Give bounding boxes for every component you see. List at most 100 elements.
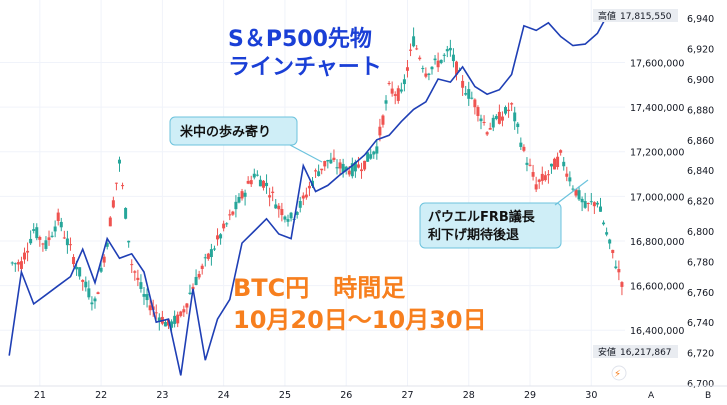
candle-body (448, 47, 452, 51)
candle-body (323, 160, 327, 167)
candle-body (356, 164, 360, 168)
candle-body (519, 142, 523, 147)
y-tick-btc: 17,400,000 (630, 103, 684, 114)
y-tick-sp500: 6,720 (687, 349, 714, 360)
candle-body (344, 166, 348, 171)
x-tick-date: 25 (279, 390, 291, 401)
candle-body (421, 68, 425, 70)
candle-body (384, 100, 388, 104)
candle-body (568, 177, 572, 182)
candle-body (127, 240, 131, 243)
candle-body (549, 163, 553, 167)
candle-body (206, 253, 210, 259)
candle-body (341, 163, 345, 173)
candle-body (53, 226, 57, 232)
candle-body (72, 256, 76, 265)
candle-body (424, 73, 428, 77)
candle-body (605, 232, 609, 235)
candle-body (304, 194, 308, 198)
candle-body (102, 256, 106, 263)
candle-body (212, 248, 216, 250)
candle-body (415, 48, 419, 50)
candle-body (522, 146, 526, 151)
candle-body (145, 294, 149, 301)
candle-body (283, 216, 287, 220)
candle-body (75, 266, 79, 270)
candle-body (47, 237, 51, 241)
y-tick-sp500: 6,700 (687, 379, 714, 390)
candle-body (617, 269, 621, 273)
y-tick-btc: 17,000,000 (630, 192, 684, 203)
candle-body (592, 202, 596, 207)
y-tick-sp500: 6,900 (687, 75, 714, 86)
y-tick-btc: 17,600,000 (630, 58, 684, 69)
candle-body (614, 266, 618, 269)
candle-body (577, 190, 581, 200)
candle-body (470, 97, 474, 99)
x-tick-date: 30 (585, 390, 597, 401)
candle-body (537, 179, 541, 182)
candle-body (507, 109, 511, 112)
candle-body (35, 227, 39, 239)
callout-powell: パウエルFRB議長 利下げ期待後退 (419, 179, 589, 249)
candle-body (200, 265, 204, 269)
candle-body (44, 240, 48, 249)
candle-body (543, 175, 547, 181)
candle-body (289, 212, 293, 219)
y-tick-sp500: 6,860 (687, 136, 714, 147)
candle-body (320, 168, 324, 171)
x-tick-date: 26 (340, 390, 352, 401)
candle-body (136, 277, 140, 281)
candle-body (271, 191, 275, 193)
candle-body (23, 252, 27, 260)
candle-body (372, 151, 376, 155)
candle-body (574, 189, 578, 196)
candle-body (170, 321, 174, 328)
y-tick-btc: 17,200,000 (630, 148, 684, 159)
candle-body (476, 107, 480, 116)
candle-body (485, 132, 489, 135)
lightning-marker-icon: ⚡ (611, 365, 627, 381)
candle-body (68, 244, 72, 246)
candle-body (26, 250, 30, 253)
candle-body (329, 159, 333, 164)
y-tick-sp500: 6,760 (687, 288, 714, 299)
candle-body (62, 237, 66, 239)
candle-body (182, 309, 186, 313)
candle-body (32, 229, 36, 231)
y-tick-sp500: 6,880 (687, 105, 714, 116)
candle-body (347, 170, 351, 175)
axis-scale-letter-right: B (705, 391, 711, 401)
candle-body (255, 174, 259, 176)
candle-body (203, 257, 207, 259)
candle-body (286, 219, 290, 222)
y-tick-btc: 16,800,000 (630, 237, 684, 248)
candle-body (534, 184, 538, 190)
candle-body (402, 79, 406, 85)
candle-body (108, 217, 112, 227)
candle-body (10, 262, 14, 264)
y-tick-sp500: 6,820 (687, 197, 714, 208)
candle-body (246, 180, 250, 184)
grid-lines (0, 0, 625, 386)
candle-body (258, 179, 262, 187)
candle-body (461, 80, 465, 88)
candle-body (179, 311, 183, 316)
candle-body (363, 160, 367, 170)
candle-body (396, 88, 400, 101)
candle-body (298, 201, 302, 208)
y-tick-sp500: 6,920 (687, 45, 714, 56)
y-tick-btc: 16,600,000 (630, 282, 684, 293)
candle-body (249, 180, 253, 185)
candle-body (188, 292, 192, 294)
candle-body (589, 201, 593, 203)
candle-body (565, 173, 569, 177)
x-tick-date: 27 (401, 390, 413, 401)
candle-body (510, 103, 514, 105)
candle-body (583, 201, 587, 208)
candle-body (280, 209, 284, 216)
candle-body (482, 121, 486, 123)
candle-body (464, 93, 468, 95)
candle-body (378, 126, 382, 136)
